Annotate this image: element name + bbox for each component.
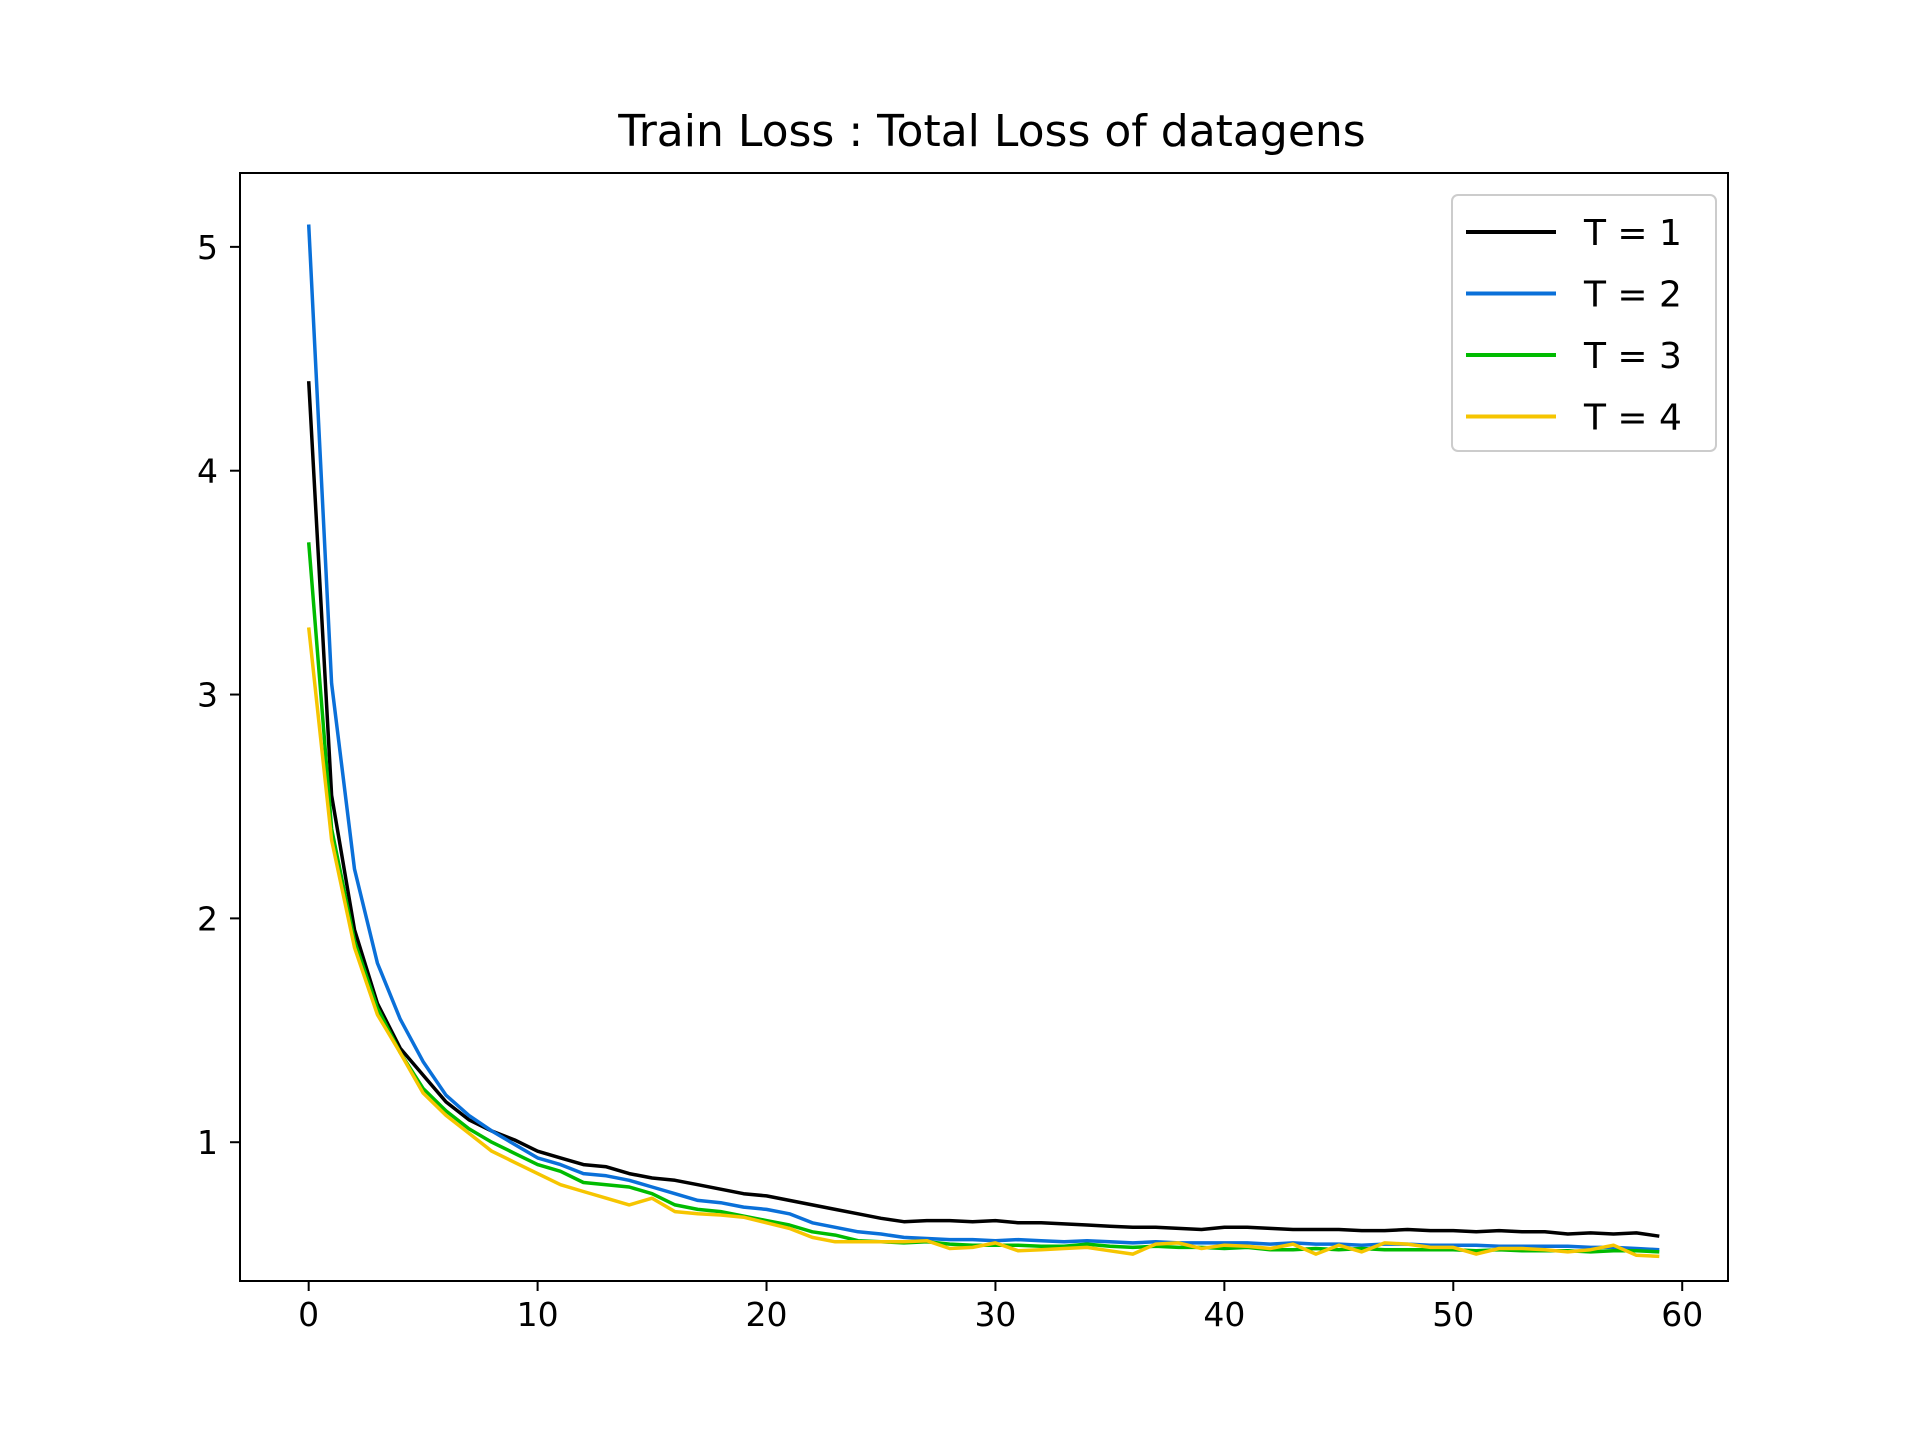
series-line-t1: [306, 381, 1660, 1238]
plot-frame: [239, 172, 1729, 1282]
legend-label-t3: T = 3: [1583, 336, 1682, 377]
x-tick-label: 40: [1203, 1295, 1245, 1334]
x-tick-label: 10: [517, 1295, 559, 1334]
x-tick-label: 20: [746, 1295, 788, 1334]
y-tick-label: 5: [197, 228, 218, 267]
legend: T = 1 T = 2 T = 3 T = 4: [1451, 194, 1717, 452]
series-line-t3: [306, 542, 1660, 1254]
x-axis: 0 10 20 30 40 50 60: [298, 1281, 1703, 1334]
x-tick-label: 50: [1432, 1295, 1474, 1334]
y-axis: 1 2 3 4 5: [197, 228, 240, 1162]
series-layer: [306, 224, 1660, 1259]
series-line-t2: [306, 224, 1660, 1252]
x-tick-label: 60: [1661, 1295, 1703, 1334]
legend-label-t2: T = 2: [1583, 275, 1682, 316]
x-tick-label: 30: [974, 1295, 1016, 1334]
y-tick-label: 4: [197, 452, 218, 491]
y-tick-label: 1: [197, 1123, 218, 1162]
y-tick-label: 3: [197, 676, 218, 715]
x-tick-label: 0: [298, 1295, 319, 1334]
chart-title: Train Loss : Total Loss of datagens: [617, 106, 1365, 157]
legend-label-t4: T = 4: [1583, 398, 1682, 439]
y-tick-label: 2: [197, 899, 218, 938]
series-line-t4: [306, 627, 1660, 1259]
legend-label-t1: T = 1: [1583, 213, 1682, 254]
legend-box: [1451, 194, 1717, 452]
